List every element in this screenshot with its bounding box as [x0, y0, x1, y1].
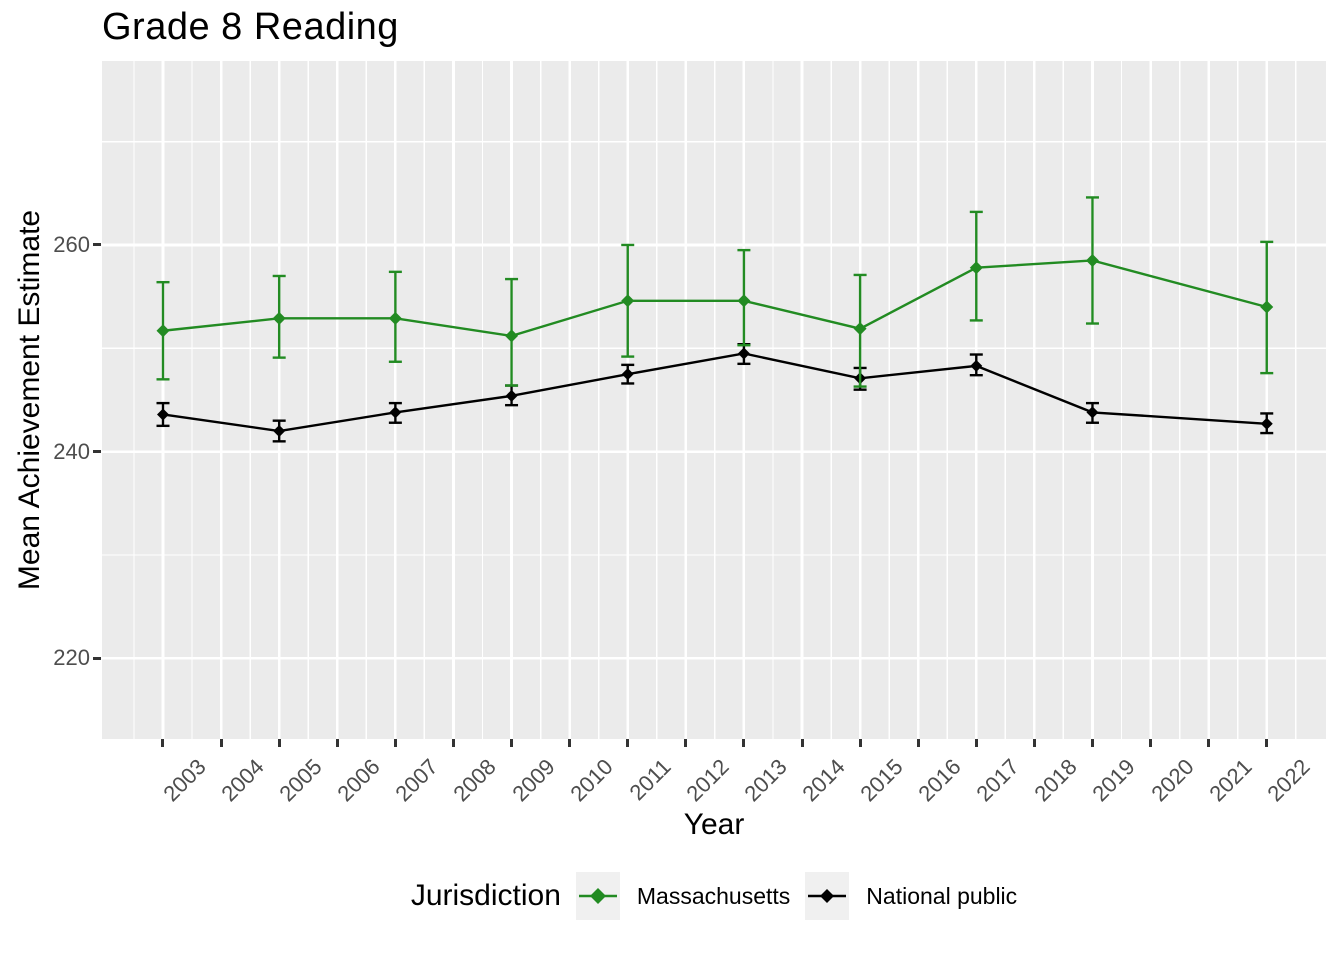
- panel-background: [102, 61, 1326, 739]
- x-tick: [684, 739, 688, 747]
- y-tick-label: 260: [53, 231, 90, 257]
- national-public-key-icon: [805, 872, 850, 920]
- data-point: [272, 311, 286, 325]
- legend-item-national-public: National public: [805, 872, 1017, 920]
- y-tick: [93, 450, 101, 454]
- legend: Jurisdiction Massachusetts National publ…: [102, 872, 1326, 920]
- data-point: [621, 294, 635, 308]
- y-tick-label: 240: [53, 438, 90, 464]
- chart-title: Grade 8 Reading: [102, 6, 399, 48]
- x-tick: [1265, 739, 1269, 747]
- data-point: [505, 389, 518, 402]
- x-axis-title: Year: [683, 808, 745, 841]
- y-tick-label: 220: [53, 645, 90, 671]
- data-point: [389, 406, 402, 419]
- data-point: [969, 261, 983, 275]
- x-tick: [219, 739, 223, 747]
- x-tick: [742, 739, 746, 747]
- data-point: [621, 368, 634, 381]
- data-point: [970, 359, 983, 372]
- data-point: [1086, 406, 1099, 419]
- data-point: [273, 425, 286, 438]
- y-tick: [93, 656, 101, 660]
- data-point: [737, 347, 750, 360]
- x-tick: [626, 739, 630, 747]
- data-point: [156, 408, 169, 421]
- y-axis-title: Mean Achievement Estimate: [13, 209, 46, 591]
- gridlines: [102, 61, 1326, 739]
- series-massachusetts: [156, 196, 1274, 388]
- legend-title: Jurisdiction: [410, 879, 561, 912]
- x-tick: [451, 739, 455, 747]
- data-point: [388, 311, 402, 325]
- x-tick: [161, 739, 165, 747]
- data-point: [505, 329, 519, 343]
- x-tick: [510, 739, 514, 747]
- data-point: [1260, 417, 1273, 430]
- x-tick: [1032, 739, 1036, 747]
- x-tick: [277, 739, 281, 747]
- legend-label: Massachusetts: [636, 882, 791, 909]
- data-point: [1085, 253, 1099, 267]
- x-tick: [568, 739, 572, 747]
- legend-label: National public: [866, 882, 1018, 909]
- plot-panel: [102, 61, 1326, 739]
- y-tick: [93, 243, 101, 247]
- x-tick: [858, 739, 862, 747]
- data-point: [1260, 300, 1274, 314]
- legend-item-massachusetts: Massachusetts: [575, 872, 791, 920]
- x-tick: [916, 739, 920, 747]
- data-point: [156, 324, 170, 338]
- x-tick: [800, 739, 804, 747]
- x-tick: [1090, 739, 1094, 747]
- series-national-public: [156, 342, 1274, 443]
- massachusetts-key-icon: [575, 872, 620, 920]
- x-tick: [393, 739, 397, 747]
- data-point: [853, 322, 867, 336]
- data-point: [737, 294, 751, 308]
- x-tick: [974, 739, 978, 747]
- x-tick: [1207, 739, 1211, 747]
- x-tick: [335, 739, 339, 747]
- x-tick: [1149, 739, 1153, 747]
